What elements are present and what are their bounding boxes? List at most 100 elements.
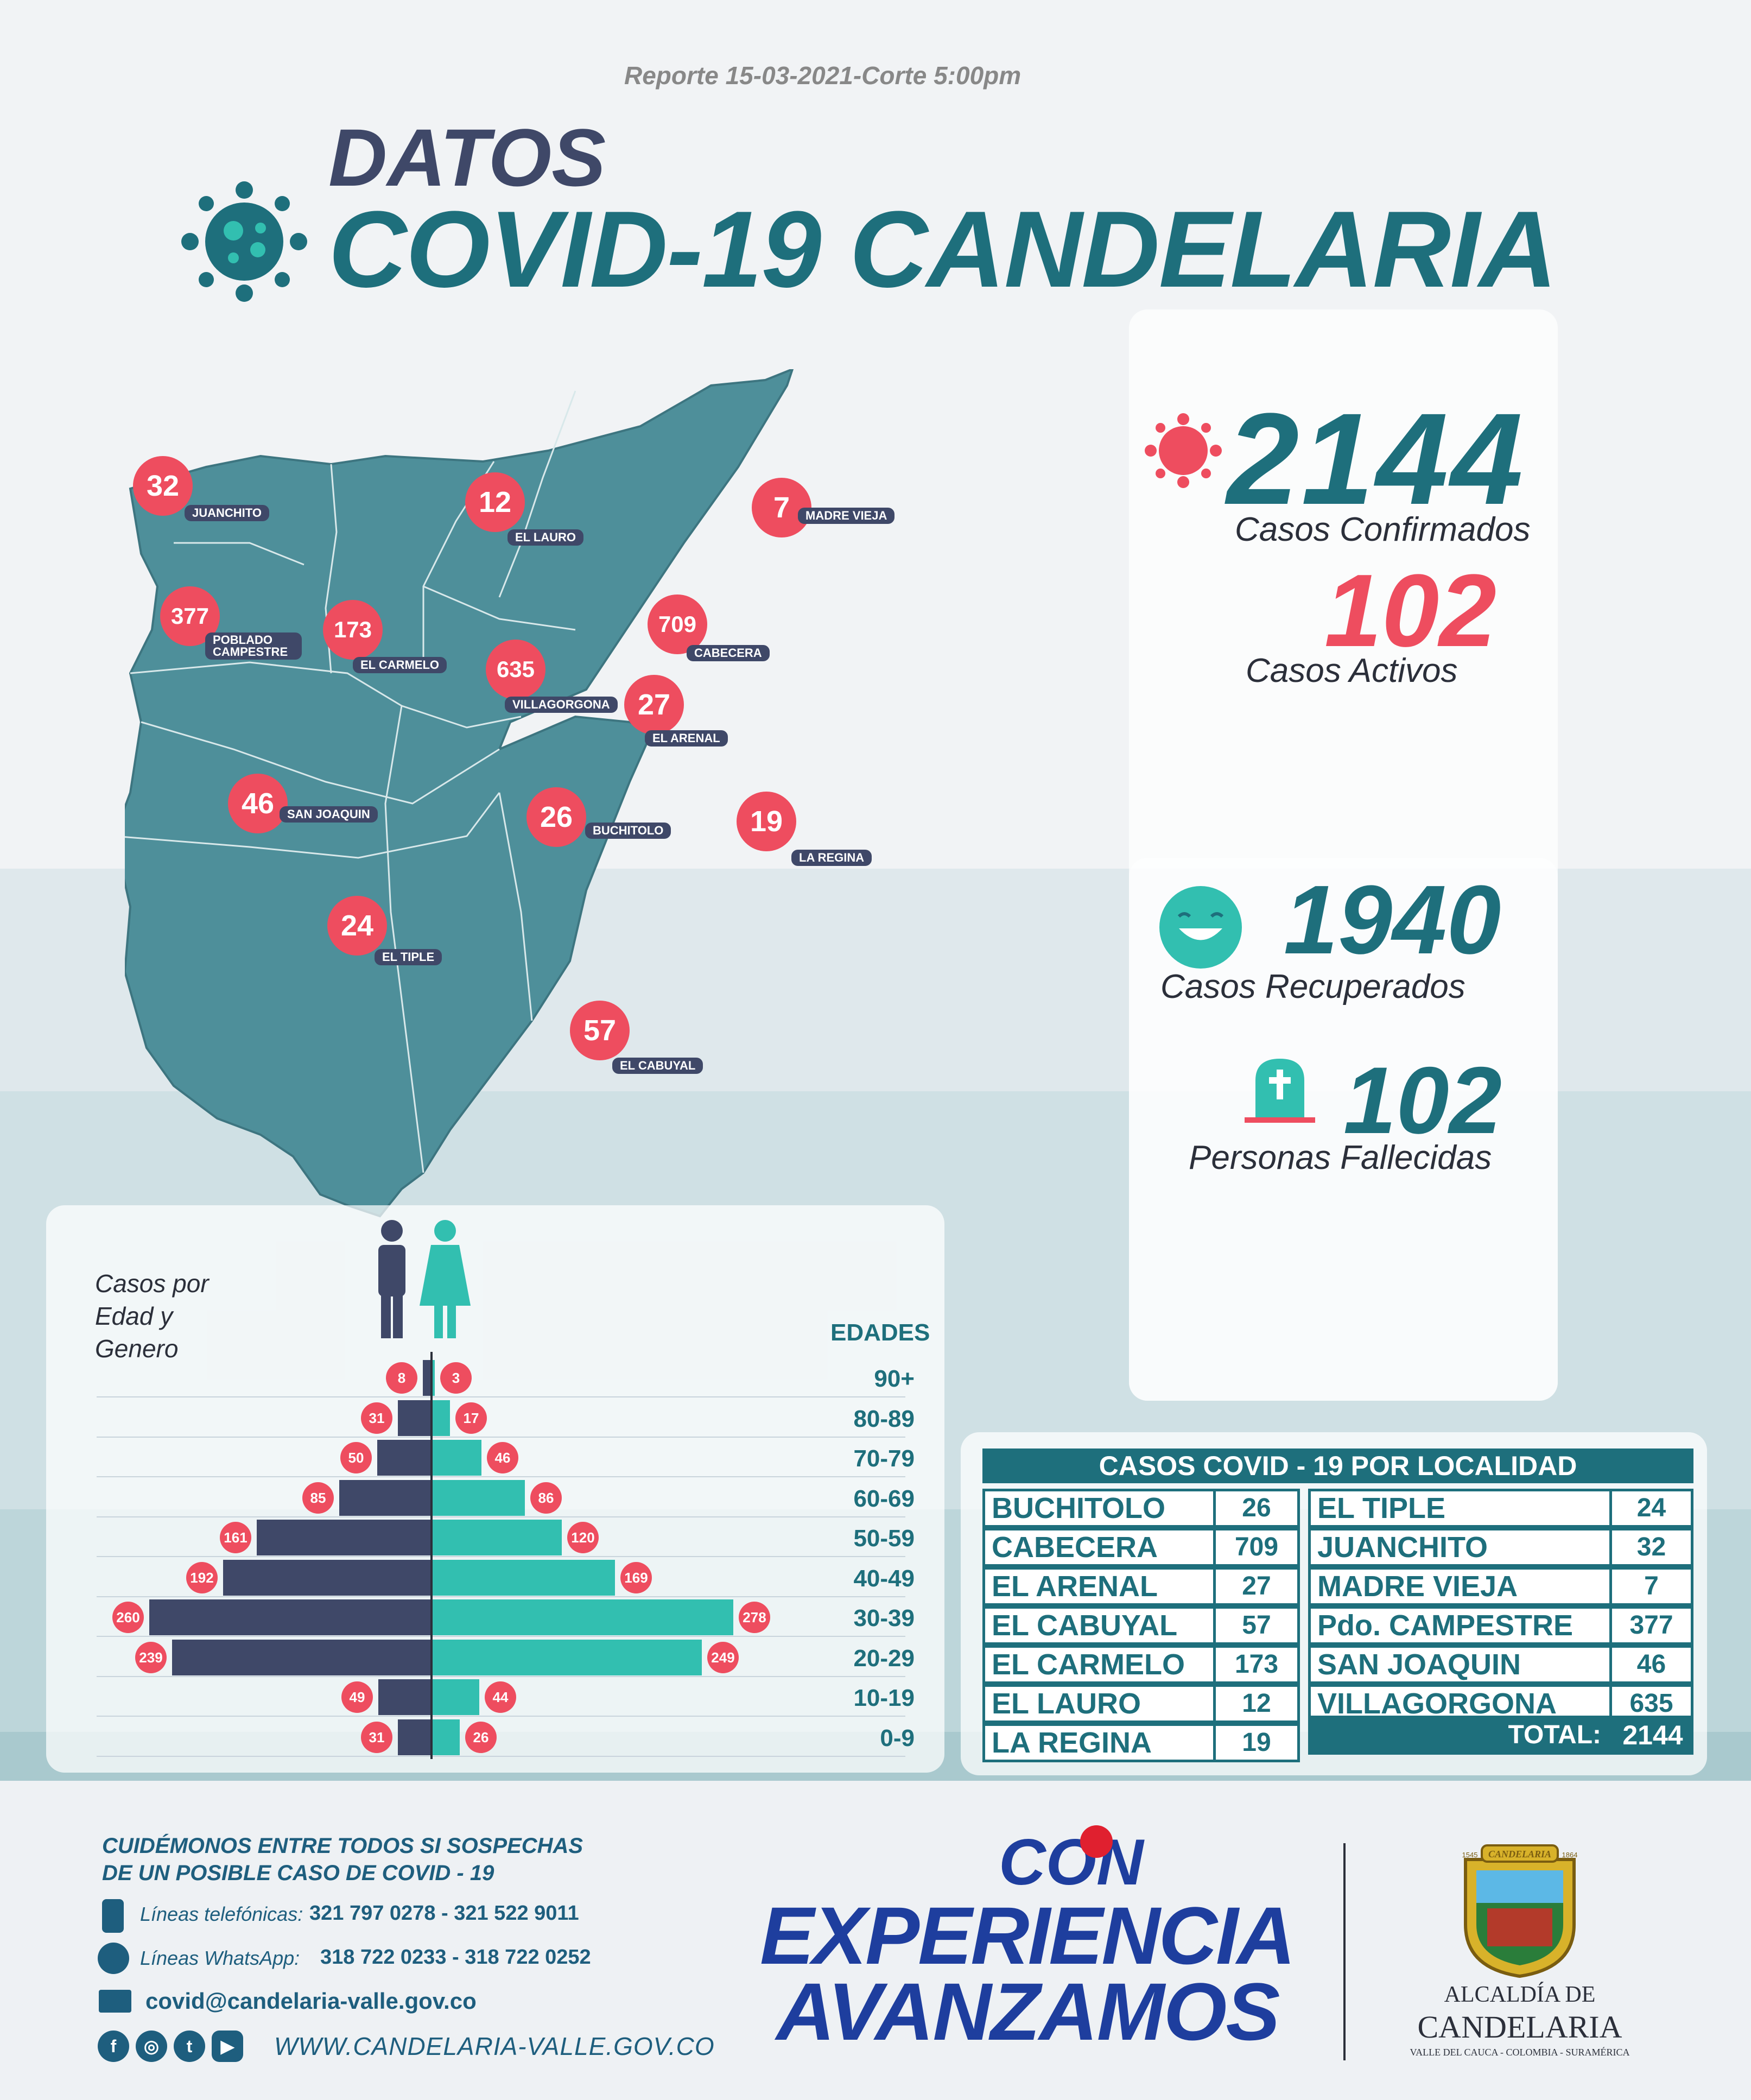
table-locality-cases: 709 [1213,1528,1300,1567]
footer-message-2: DE UN POSIBLE CASO DE COVID - 19 [102,1861,494,1885]
table-locality-cases: 12 [1213,1684,1300,1723]
pyramid-row-line [97,1516,905,1517]
confirmed-label: Casos Confirmados [1235,511,1531,548]
map-pin-count: 12 [478,486,512,518]
pyramid-row-line [97,1476,905,1477]
pyramid-bar-female [432,1360,435,1396]
map-pin-label: JUANCHITO [185,505,269,522]
pyramid-value-female: 86 [530,1482,562,1514]
alcaldia-line-3: VALLE DEL CAUCA - COLOMBIA - SURAMÉRICA [1410,2047,1630,2058]
recovered-value: 1940 [1284,865,1501,975]
map-pin-el-arenal [624,675,684,735]
pyramid-bar-male [398,1719,432,1755]
website-link[interactable]: WWW.CANDELARIA-VALLE.GOV.CO [274,2032,715,2060]
map-pin-cabecera [648,594,707,654]
map-pin-el-tiple [327,896,387,956]
table-total-value: 2144 [1612,1716,1693,1755]
table-locality-cases: 377 [1609,1606,1693,1645]
slogan-i-accent [1080,1825,1113,1858]
ages-header: EDADES [830,1319,930,1346]
map-pin-label: LA REGINA [791,850,872,866]
table-locality-cases: 173 [1213,1645,1300,1684]
table-locality-name: Pdo. CAMPESTRE [1308,1606,1612,1645]
map-pin-villagorgona [486,640,545,699]
male-female-icon [365,1219,473,1341]
email-icon [99,1990,131,2013]
map-pin-el-carmelo [323,600,383,660]
slogan-line-3: AVANZAMOS [776,1966,1280,2057]
pyramid-bar-male [377,1440,432,1476]
map-pin-label: EL CARMELO [353,657,447,674]
title-main: COVID-19 CANDELARIA [328,189,1557,310]
map-pin-el-cabuyal [570,1001,630,1060]
map-pin-count: 46 [241,787,275,820]
table-locality-name: JUANCHITO [1308,1528,1612,1567]
map-pin-count: 26 [540,801,573,833]
pyramid-value-male: 8 [386,1362,417,1394]
table-locality-name: SAN JOAQUIN [1308,1645,1612,1684]
map-pin-count: 32 [146,470,180,502]
table-locality-cases: 27 [1213,1567,1300,1606]
pyramid-row-line [97,1755,905,1757]
pyramid-title: Casos por Edad y Genero [95,1269,209,1363]
map-pin-juanchito [133,456,193,516]
active-label: Casos Activos [1246,652,1458,690]
pyramid-bar-male [149,1599,432,1635]
table-locality-name: LA REGINA [982,1723,1216,1762]
slogan-line-2: EXPERIENCIA [760,1890,1296,1981]
table-locality-name: MADRE VIEJA [1308,1567,1612,1606]
map-pin-count: 27 [637,688,671,721]
map-pin-label: EL CABUYAL [612,1058,703,1074]
map-pin-el-lauro [465,472,525,532]
pyramid-bar-female [432,1639,702,1675]
map-pin-count: 19 [750,805,783,838]
table-total-label: TOTAL: [1308,1716,1612,1755]
confirmed-value: 2144 [1227,386,1525,532]
candelaria-map [125,369,794,1218]
pyramid-bar-male [378,1679,432,1715]
pyramid-value-female: 169 [620,1561,652,1593]
pyramid-age-label: 0-9 [880,1724,915,1751]
table-locality-name: CABECERA [982,1528,1216,1567]
map-pin-count: 57 [583,1014,617,1047]
table-locality-name: EL ARENAL [982,1567,1216,1606]
phone-icon [102,1899,124,1933]
map-pin-san-joaquin [228,774,288,833]
pyramid-age-label: 20-29 [853,1644,915,1672]
deceased-label: Personas Fallecidas [1189,1139,1492,1176]
twitter-icon[interactable]: t [174,2031,205,2062]
pyramid-bar-female [432,1599,733,1635]
instagram-icon[interactable]: ◎ [136,2031,167,2062]
youtube-icon[interactable]: ▶ [212,2031,243,2062]
map-pin-count: 173 [333,617,372,642]
slogan-line-1: CON [999,1826,1144,1899]
facebook-icon[interactable]: f [98,2031,129,2062]
table-locality-name: EL LAURO [982,1684,1216,1723]
pyramid-value-male: 161 [220,1522,251,1553]
pyramid-bar-male [257,1520,432,1555]
footer-background [0,1782,1751,2100]
pyramid-bar-male [339,1479,432,1516]
table-locality-cases: 26 [1213,1489,1300,1528]
pyramid-value-female: 17 [455,1402,487,1434]
table-locality-cases: 24 [1609,1489,1693,1528]
table-locality-name: EL CARMELO [982,1645,1216,1684]
map-pin-label: EL TIPLE [375,949,442,966]
pyramid-bar-female [432,1440,481,1476]
email-link[interactable]: covid@candelaria-valle.gov.co [145,1988,477,2014]
pyramid-age-label: 70-79 [853,1445,915,1472]
pyramid-value-female: 249 [707,1641,739,1673]
pyramid-age-label: 50-59 [853,1525,915,1552]
footer-divider [1343,1843,1346,2060]
deceased-value: 102 [1343,1048,1502,1154]
report-date: Reporte 15-03-2021-Corte 5:00pm [624,61,1022,90]
pyramid-row-line [97,1396,905,1397]
pyramid-age-label: 40-49 [853,1565,915,1592]
title-datos: DATOS [328,112,606,203]
pyramid-value-female: 278 [739,1602,770,1633]
pyramid-value-male: 192 [186,1561,218,1593]
pyramid-bar-male [398,1400,432,1436]
confirmed-virus-icon [1143,413,1224,489]
table-locality-name: EL CABUYAL [982,1606,1216,1645]
pyramid-age-label: 60-69 [853,1485,915,1512]
